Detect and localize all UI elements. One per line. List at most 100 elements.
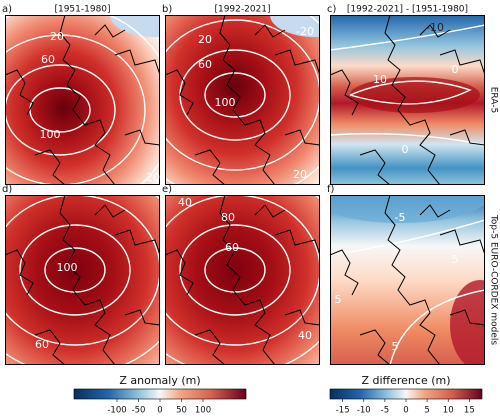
coastline <box>274 229 320 256</box>
panel-frame <box>165 195 320 365</box>
panel-frame <box>5 195 160 365</box>
coastline <box>219 15 276 185</box>
coastline <box>59 15 116 185</box>
contour <box>179 224 291 316</box>
contour-label: 5 <box>452 253 459 266</box>
contour-label: 60 <box>41 53 55 66</box>
contour-label: 100 <box>57 261 78 274</box>
contour <box>330 24 485 51</box>
coastline <box>330 249 359 296</box>
contour <box>165 19 320 171</box>
coastline <box>165 249 194 296</box>
contour-label: 20 <box>198 33 212 46</box>
coastline <box>359 329 391 365</box>
field <box>5 195 160 365</box>
colorbar-tick-label: 10 <box>443 406 454 416</box>
contour-label: 60 <box>198 58 212 71</box>
field <box>5 15 160 185</box>
field <box>165 195 320 365</box>
coastline <box>194 329 226 365</box>
colorbar <box>73 388 247 400</box>
coastline <box>194 149 226 185</box>
contour <box>330 133 485 146</box>
coastline <box>384 15 441 185</box>
coastline <box>124 129 160 146</box>
colorbar <box>329 388 483 400</box>
coastline <box>359 149 391 185</box>
coastline <box>114 49 160 76</box>
panel-label: e) <box>162 184 172 195</box>
contour-label: 5 <box>335 293 342 306</box>
contour <box>165 195 320 346</box>
contour-label: 40 <box>298 329 312 342</box>
coastline <box>5 249 34 296</box>
coastline <box>124 309 160 326</box>
coastline <box>165 69 194 116</box>
contour-label: 5 <box>392 340 399 353</box>
row-label: Top-5 EURO-CORDEX models <box>489 214 499 345</box>
colorbar-title: Z difference (m) <box>361 374 450 387</box>
coastline <box>34 329 66 365</box>
map-panel: 40 80 60 40 <box>165 195 320 365</box>
field-low <box>270 15 320 37</box>
coastline <box>219 195 276 365</box>
coastline <box>34 149 66 185</box>
coastline <box>330 69 359 116</box>
panel-label: c) <box>327 4 336 15</box>
panel-label: f) <box>327 184 335 195</box>
contour-label: -5 <box>395 211 406 224</box>
colorbar-tick-label: -10 <box>357 406 371 416</box>
contour-label: 80 <box>221 211 235 224</box>
coastline <box>284 129 320 146</box>
contour <box>5 195 160 346</box>
coastline <box>254 204 286 218</box>
coastline <box>419 204 451 218</box>
colorbar-tick-label: 0 <box>157 406 162 416</box>
colorbar-tick-label: -100 <box>107 406 126 416</box>
contour-label: -20 <box>296 25 314 38</box>
colorbar-tick-label: 15 <box>464 406 475 416</box>
field <box>165 15 320 185</box>
contour <box>5 34 146 185</box>
coastline <box>94 204 126 218</box>
contour <box>330 219 485 256</box>
field-low <box>110 15 160 37</box>
field-high <box>450 280 485 365</box>
contour <box>204 72 266 118</box>
coastline <box>274 49 320 76</box>
coastline <box>59 195 116 365</box>
coastline <box>449 129 485 146</box>
contour-label: 0 <box>452 63 459 76</box>
coastline <box>384 195 441 365</box>
panel-title: [1992-2021] - [1951-1980] <box>347 5 468 15</box>
panel-frame <box>330 195 485 365</box>
coastline <box>254 24 286 38</box>
contour <box>349 80 472 105</box>
panel-title: [1992-2021] <box>214 5 270 15</box>
contour-label: 20 <box>293 168 307 181</box>
colorbar-tick-label: 100 <box>195 406 211 416</box>
coastline <box>114 229 160 256</box>
contour <box>389 289 485 365</box>
panel-frame <box>330 15 485 185</box>
map-panel: -10 0 10 0 <box>330 15 485 185</box>
coastline <box>284 309 320 326</box>
coastline <box>5 69 34 116</box>
contour-label: 60 <box>225 241 239 254</box>
coastline <box>94 24 126 38</box>
colorbar-tick-label: 0 <box>403 406 408 416</box>
field-low <box>330 195 485 223</box>
coastline <box>419 24 451 38</box>
contour <box>5 64 116 156</box>
field-high <box>350 77 480 113</box>
contour-label: 100 <box>40 128 61 141</box>
contour-label: 100 <box>215 96 236 109</box>
panel-title: [1951-1980] <box>54 5 110 15</box>
colorbar-tick-label: -50 <box>132 406 146 416</box>
panel-label: b) <box>162 4 172 15</box>
map-panel: 20 60 100 20 <box>5 15 160 185</box>
panel-label: a) <box>2 4 12 15</box>
colorbar-tick-label: 50 <box>176 406 187 416</box>
map-panel: 20 -20 60 100 20 <box>165 15 320 185</box>
